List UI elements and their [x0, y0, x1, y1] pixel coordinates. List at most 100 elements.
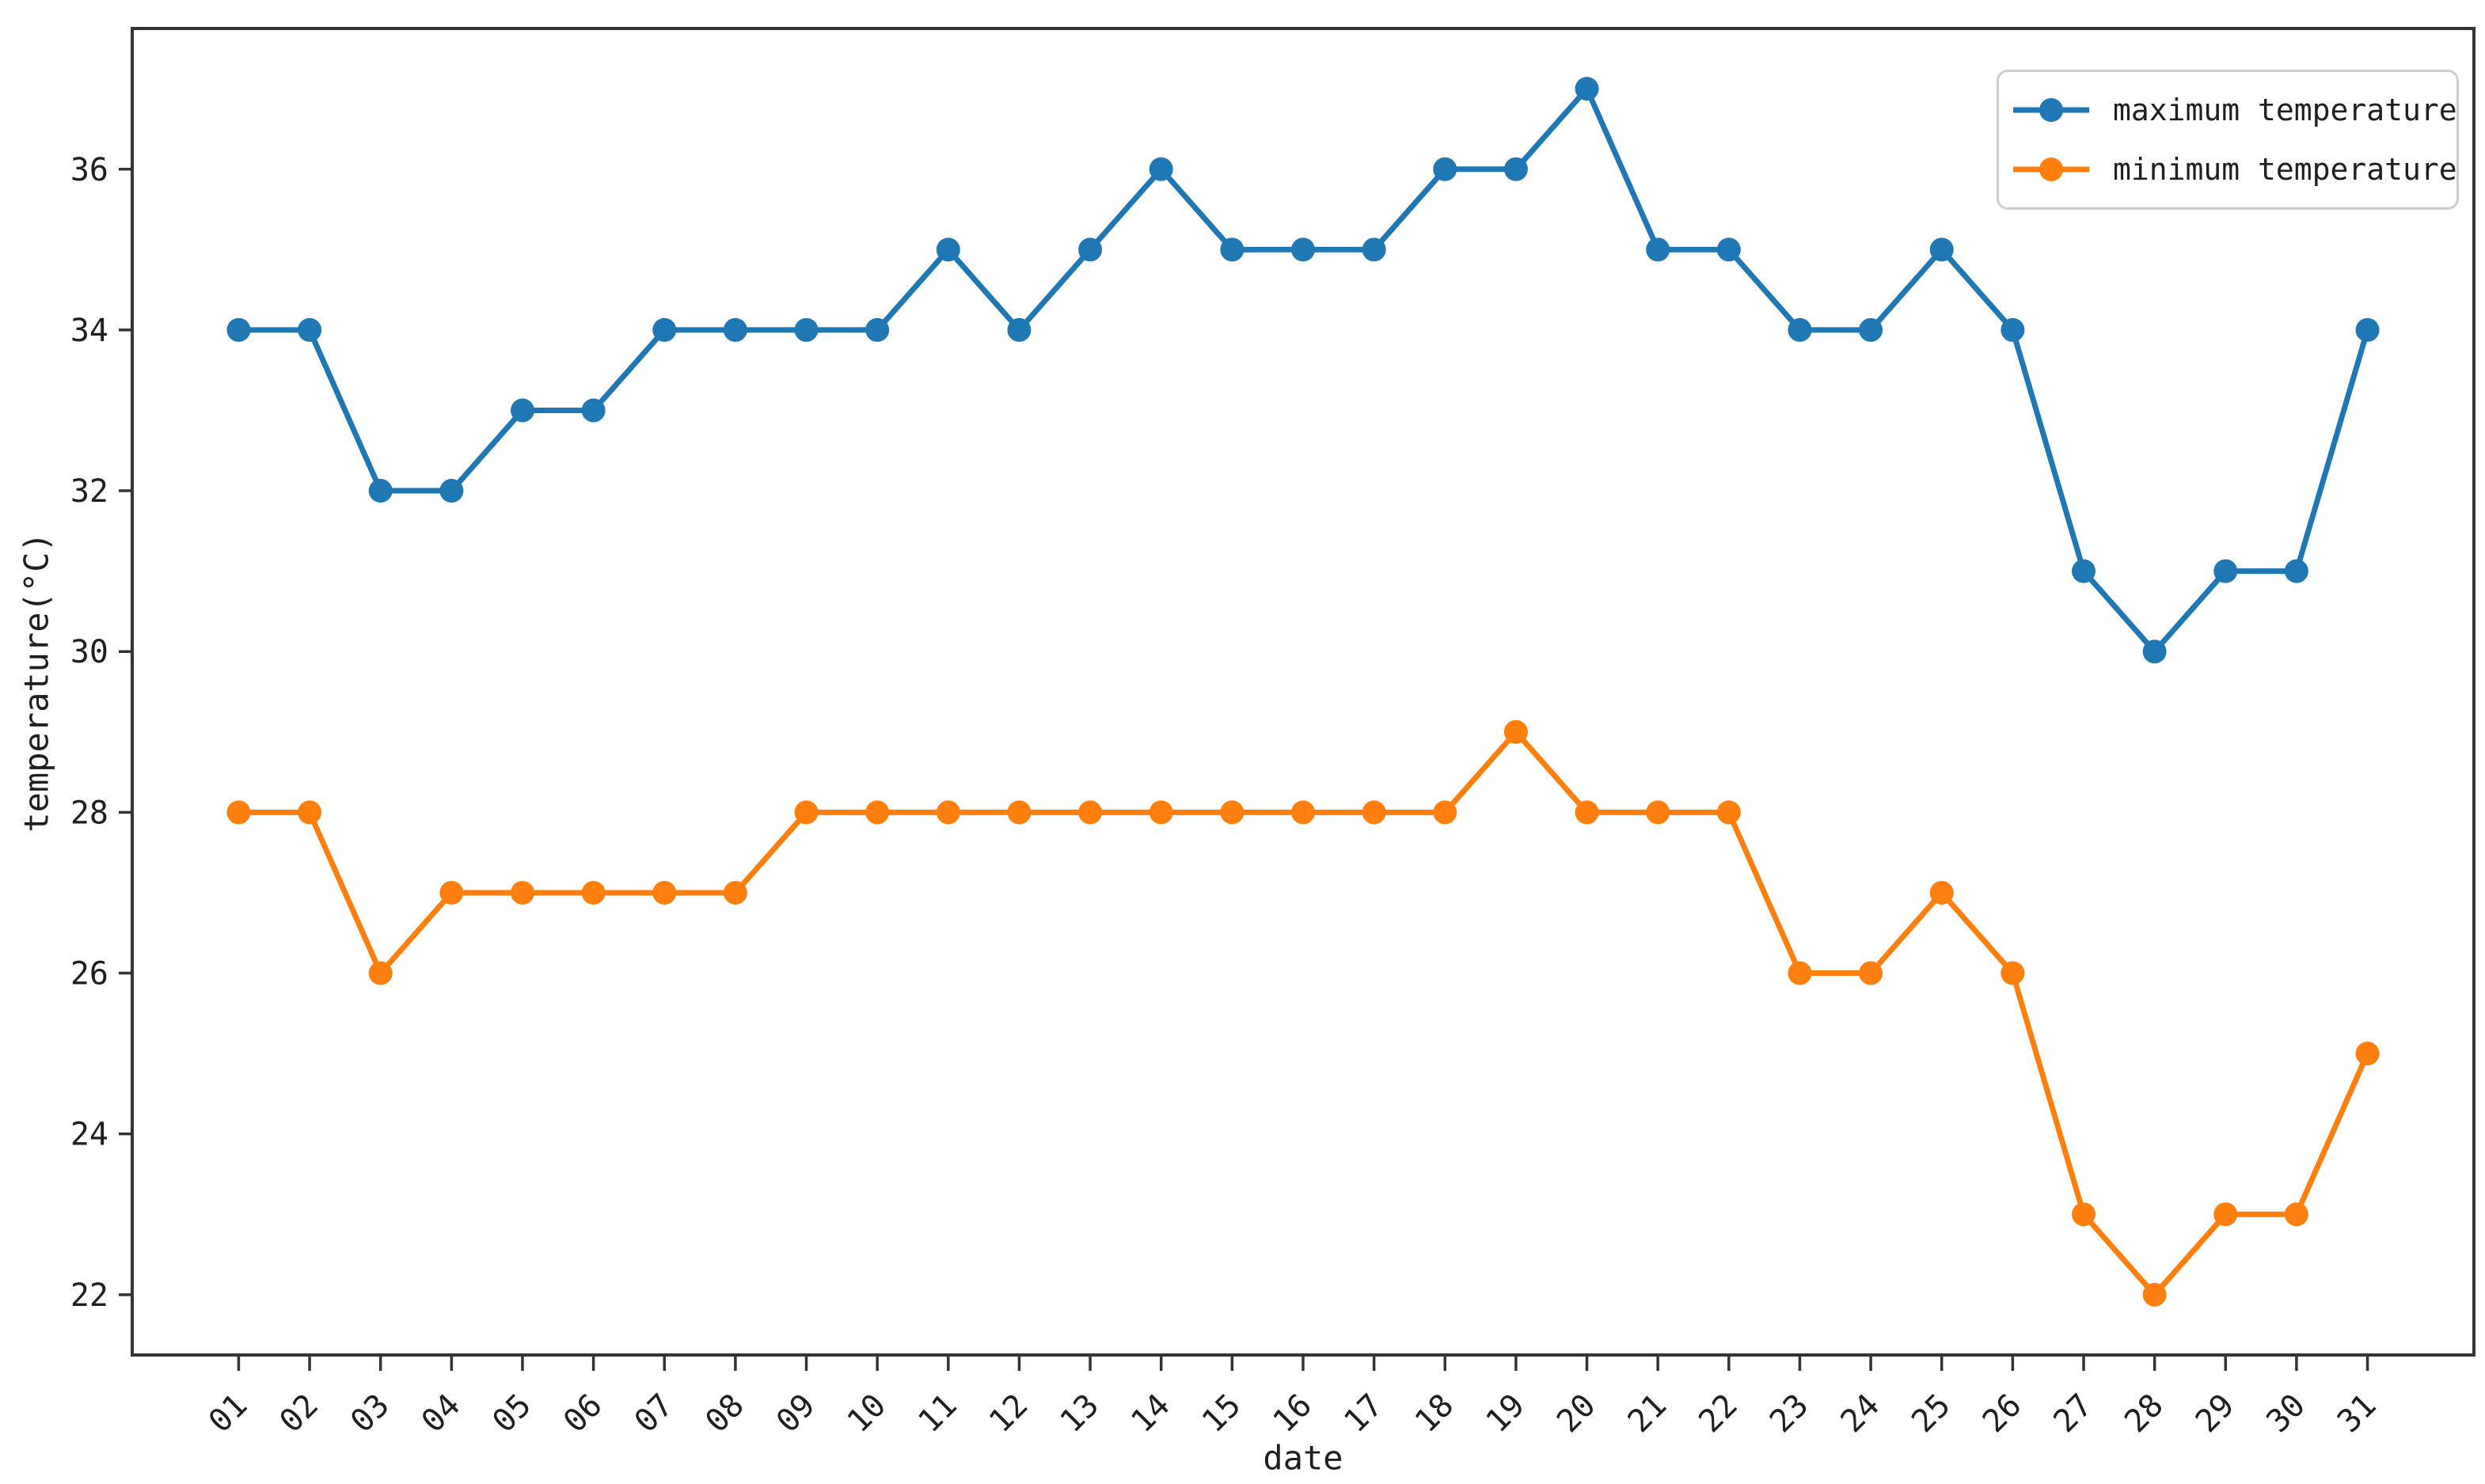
data-point-marker: [2355, 317, 2380, 342]
data-point-marker: [936, 800, 960, 825]
data-point-marker: [226, 317, 251, 342]
minimum-temperature-series: [226, 719, 2380, 1307]
data-point-marker: [1220, 237, 1244, 262]
data-point-marker: [368, 961, 393, 985]
x-tick-label: 09: [769, 1387, 823, 1440]
data-point-marker: [2072, 559, 2096, 583]
x-tick-label: 20: [1550, 1387, 1603, 1440]
x-tick-label: 21: [1621, 1387, 1674, 1440]
data-point-marker: [1716, 237, 1741, 262]
x-tick-label: 03: [344, 1387, 397, 1440]
data-point-marker: [2213, 1202, 2238, 1227]
data-point-marker: [1362, 237, 1386, 262]
data-point-marker: [865, 317, 890, 342]
data-point-marker: [1149, 800, 1173, 825]
y-tick-label: 34: [70, 313, 108, 349]
x-tick-label: 14: [1124, 1387, 1177, 1440]
data-point-marker: [2072, 1202, 2096, 1227]
data-point-marker: [1078, 237, 1103, 262]
legend-item-maximum-temperature: maximum temperature: [2012, 93, 2457, 127]
data-point-marker: [439, 479, 464, 503]
legend-label-maximum: maximum temperature: [2113, 92, 2457, 127]
data-point-marker: [1291, 237, 1315, 262]
y-tick-label: 32: [70, 473, 108, 510]
data-point-marker: [298, 317, 322, 342]
maximum-temperature-series: [226, 77, 2380, 664]
data-point-marker: [652, 880, 677, 905]
x-tick-label: 07: [628, 1387, 681, 1440]
y-tick-label: 36: [70, 152, 108, 188]
x-axis-title: date: [1263, 1438, 1343, 1478]
data-point-marker: [1220, 800, 1244, 825]
data-point-marker: [298, 800, 322, 825]
x-tick-label: 01: [202, 1387, 255, 1440]
x-tick-label: 26: [1976, 1387, 2029, 1440]
legend-item-minimum-temperature: minimum temperature: [2012, 152, 2457, 187]
data-point-marker: [936, 237, 960, 262]
x-tick-label: 17: [1337, 1387, 1390, 1440]
data-point-marker: [1575, 77, 1599, 101]
data-point-marker: [581, 398, 606, 423]
data-point-marker: [1433, 157, 1457, 181]
data-point-marker: [511, 398, 534, 423]
x-tick-label: 08: [698, 1387, 751, 1440]
data-point-marker: [723, 317, 747, 342]
y-tick-label: 22: [70, 1277, 108, 1314]
x-tick-label: 25: [1905, 1387, 1958, 1440]
data-point-marker: [439, 880, 464, 905]
data-point-marker: [226, 800, 251, 825]
plot-border: [131, 27, 2476, 1357]
data-point-marker: [581, 880, 606, 905]
data-point-marker: [1716, 800, 1741, 825]
data-point-marker: [2284, 559, 2308, 583]
y-tick-label: 30: [70, 634, 108, 670]
data-point-marker: [1503, 157, 1528, 181]
x-tick-label: 31: [2331, 1387, 2384, 1440]
data-point-marker: [1503, 719, 1528, 744]
x-tick-label: 29: [2189, 1387, 2242, 1440]
x-tick-label: 13: [1054, 1387, 1107, 1440]
data-point-marker: [652, 317, 677, 342]
data-point-marker: [2355, 1042, 2380, 1066]
x-tick-label: 10: [841, 1387, 894, 1440]
data-point-marker: [1646, 237, 1670, 262]
data-point-marker: [1149, 157, 1173, 181]
x-tick-label: 04: [415, 1387, 468, 1440]
legend: maximum temperature minimum temperature: [1997, 70, 2459, 210]
data-point-marker: [1859, 961, 1883, 985]
data-point-marker: [511, 880, 534, 905]
data-point-marker: [2213, 559, 2238, 583]
x-tick-label: 24: [1834, 1387, 1887, 1440]
data-point-marker: [1575, 800, 1599, 825]
x-tick-label: 11: [911, 1387, 964, 1440]
data-point-marker: [2001, 961, 2025, 985]
x-tick-label: 06: [557, 1387, 610, 1440]
legend-label-minimum: minimum temperature: [2113, 152, 2457, 188]
data-point-marker: [723, 880, 747, 905]
x-tick-label: 12: [982, 1387, 1035, 1440]
x-tick-label: 05: [485, 1387, 538, 1440]
y-tick-label: 26: [70, 956, 108, 992]
x-tick-label: 02: [273, 1387, 326, 1440]
x-tick-label: 22: [1692, 1387, 1745, 1440]
data-point-marker: [1646, 800, 1670, 825]
data-point-marker: [794, 317, 819, 342]
data-point-marker: [2284, 1202, 2308, 1227]
x-tick-label: 30: [2259, 1387, 2312, 1440]
data-point-marker: [1078, 800, 1103, 825]
data-point-marker: [1007, 800, 1032, 825]
data-point-marker: [1362, 800, 1386, 825]
data-point-marker: [1291, 800, 1315, 825]
y-tick-label: 24: [70, 1117, 108, 1153]
y-axis: 22 24 26 28 30 32 34 36: [70, 152, 132, 1314]
data-point-marker: [865, 800, 890, 825]
data-point-marker: [2142, 640, 2167, 664]
x-tick-label: 16: [1266, 1387, 1319, 1440]
data-point-marker: [1788, 317, 1812, 342]
data-point-marker: [1007, 317, 1032, 342]
data-point-marker: [1433, 800, 1457, 825]
data-point-marker: [1788, 961, 1812, 985]
data-point-marker: [2142, 1282, 2167, 1307]
